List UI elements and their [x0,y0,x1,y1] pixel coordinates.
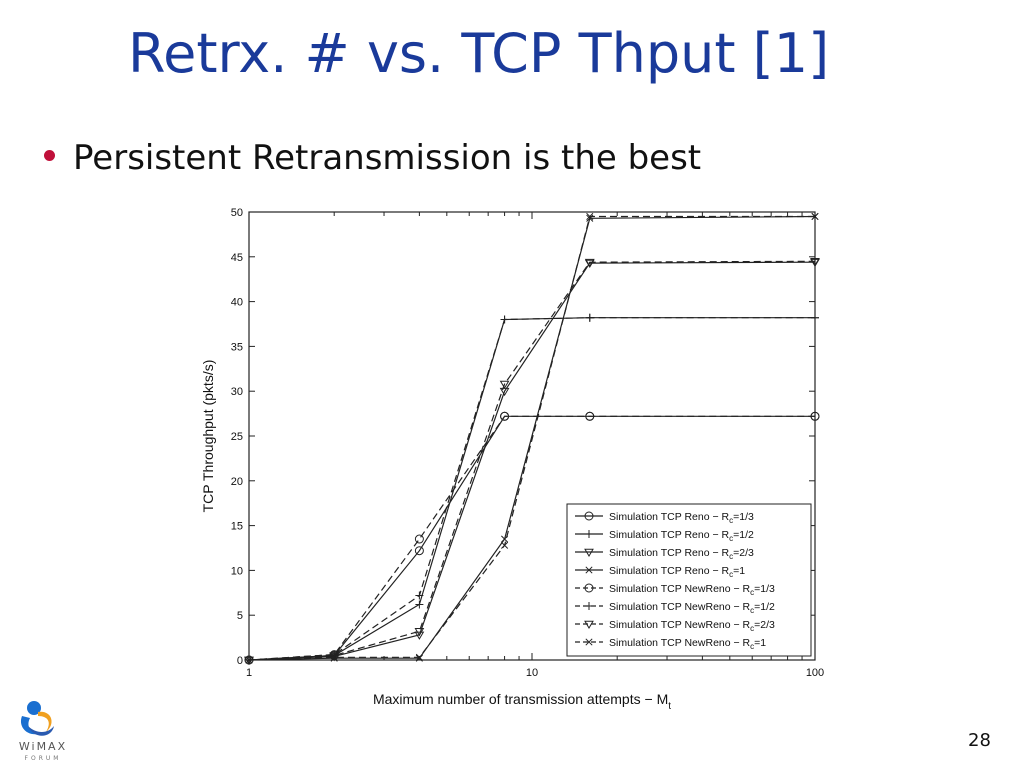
series-1-point [414,546,424,556]
series-8-point [415,653,423,661]
series-5-point [585,411,595,421]
series-5-point [810,411,820,421]
throughput-chart: 0 5 10 15 20 25 30 35 40 45 50 1 10 100 Maximum number… [200,207,824,712]
wimax-forum-logo: WiMAX FORUM [19,701,67,762]
y-tick-label: 10 [231,565,243,577]
legend-label-8: Simulation TCP NewReno − Rc=1 [609,637,766,651]
slide-title: Retrx. # vs. TCP Thput [1] [128,22,830,85]
series-line-4 [248,215,816,661]
legend-marker-3 [584,548,594,557]
series-line-3 [248,261,816,661]
x-tick-label: 1 [246,667,252,679]
series-4-point [415,654,423,662]
series-3-point [414,631,425,640]
legend-label-3: Simulation TCP Reno − Rc=2/3 [609,547,754,561]
legend-marker-4 [585,566,593,574]
legend-box [566,503,812,657]
y-axis-label: TCP Throughput (pkts/s) [200,360,216,513]
legend-label-7: Simulation TCP NewReno − Rc=2/3 [609,619,775,633]
legend-label-1: Simulation TCP Reno − Rc=1/3 [609,511,754,525]
bullet-dot-icon [44,150,55,161]
legend-marker-5 [584,583,594,593]
y-tick-label: 0 [237,655,243,667]
y-tick-label: 40 [231,297,243,309]
series-7-point [810,257,820,267]
series-6-point [811,313,819,322]
page-number: 28 [968,730,991,751]
legend-label-4: Simulation TCP Reno − Rc=1 [609,565,745,579]
y-tick-label: 5 [237,610,243,622]
x-axis-label: Maximum number of transmission attempts … [373,691,671,712]
logo-text: WiMAX [19,740,67,753]
y-tick-label: 15 [231,521,243,533]
series-7-point [584,258,595,268]
series-8-point [811,212,819,221]
legend-marker-8 [585,638,593,646]
bullet-item: Persistent Retransmission is the best [44,138,701,178]
y-tick-label: 20 [231,476,243,488]
series-2-point [415,600,424,609]
series-7-point [329,652,340,661]
plot-area: 0 5 10 15 20 25 30 35 40 45 50 1 10 100 Maximum number… [200,207,824,712]
series-8-point [586,212,594,221]
y-tick-label: 35 [231,341,243,353]
legend-marker-1 [584,511,594,521]
series-7-point [414,628,425,637]
legend-marker-2 [585,530,593,538]
series-7-point [244,656,254,665]
bullet-text: Persistent Retransmission is the best [73,138,702,178]
series-8-point [501,541,509,549]
legend-marker-7 [584,620,594,629]
series-line-8 [248,215,815,661]
y-tick-label: 50 [231,207,243,219]
logo-subtext: FORUM [25,755,62,762]
legend-label-2: Simulation TCP Reno − Rc=1/2 [609,529,754,543]
legend-label-6: Simulation TCP NewReno − Rc=1/2 [609,601,775,615]
series-5-point [414,534,424,544]
y-tick-label: 45 [231,252,243,264]
x-tick-label: 10 [526,667,538,679]
x-tick-label: 100 [806,667,824,679]
y-tick-label: 25 [231,431,243,443]
series-5-point [500,411,510,421]
series-line-7 [248,260,816,661]
series-8-point [245,656,253,664]
legend-marker-6 [585,602,593,610]
series-6-point [500,315,509,324]
series-8-point [330,653,338,661]
series-6-point [415,591,424,600]
series-7-point [499,380,510,390]
y-tick-label: 30 [231,386,243,398]
series-line-6 [248,317,815,661]
legend-label-5: Simulation TCP NewReno − Rc=1/3 [609,583,775,597]
series-6-point [585,313,594,322]
